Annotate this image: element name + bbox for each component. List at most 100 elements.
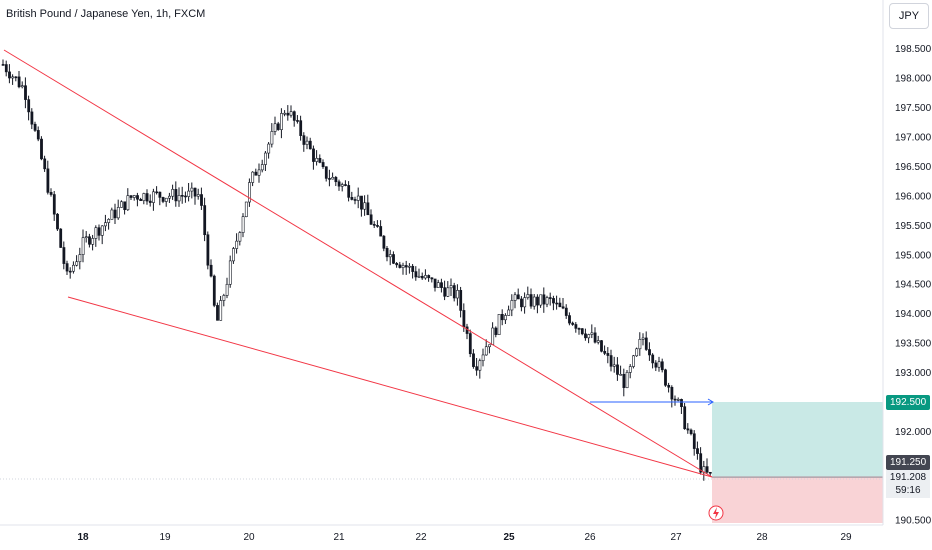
candle — [180, 186, 184, 204]
candle — [353, 196, 357, 205]
candle — [331, 172, 335, 180]
upper-trendline[interactable] — [3, 49, 713, 478]
candle — [308, 137, 312, 150]
candle — [4, 60, 8, 77]
x-tick-label: 25 — [503, 532, 515, 543]
last-price-value: 191.208 — [889, 472, 927, 483]
y-tick-label: 192.000 — [895, 427, 932, 438]
x-tick-label: 28 — [756, 532, 768, 543]
candle — [184, 191, 187, 203]
candle — [468, 329, 472, 358]
candle — [577, 327, 581, 335]
candle — [152, 188, 155, 211]
lightning-glyph — [713, 507, 719, 519]
candle — [56, 212, 59, 231]
y-tick-label: 190.500 — [895, 515, 932, 526]
candle — [542, 287, 546, 313]
y-tick-label: 197.500 — [895, 103, 932, 114]
candle — [622, 368, 626, 397]
currency-button[interactable]: JPY — [889, 3, 929, 29]
candle — [17, 70, 21, 89]
x-tick-label: 19 — [159, 532, 171, 543]
profit-zone[interactable] — [712, 402, 883, 476]
candle — [113, 203, 117, 225]
candle — [385, 246, 389, 262]
y-tick-label: 198.000 — [895, 73, 932, 84]
candle — [228, 255, 232, 288]
candle — [273, 116, 277, 136]
candle — [449, 278, 453, 297]
candle — [104, 214, 107, 232]
candle — [356, 187, 360, 209]
candle — [30, 108, 34, 130]
candle — [139, 197, 143, 201]
candle — [616, 357, 619, 381]
candle — [84, 231, 88, 243]
y-tick-label: 196.500 — [895, 162, 932, 173]
candle — [398, 261, 402, 269]
candle — [401, 262, 405, 275]
candle — [363, 195, 367, 216]
candle — [456, 284, 459, 306]
candle — [241, 213, 245, 238]
candle — [584, 328, 587, 341]
candle — [49, 188, 53, 197]
candle — [510, 294, 514, 317]
last-price-countdown: 191.208 59:16 — [886, 470, 930, 498]
candle — [36, 126, 40, 142]
candle — [168, 192, 171, 203]
candle — [580, 328, 584, 336]
y-tick-label: 194.500 — [895, 280, 932, 291]
candle — [372, 221, 376, 229]
candle — [414, 266, 418, 281]
candle — [472, 349, 475, 369]
loss-zone[interactable] — [712, 477, 883, 523]
candle — [536, 294, 539, 314]
candle — [648, 342, 651, 361]
candle — [46, 160, 50, 195]
candle — [619, 365, 623, 376]
candle — [555, 295, 559, 310]
candle — [267, 142, 271, 159]
countdown-timer: 59:16 — [895, 485, 921, 496]
candle — [702, 460, 706, 481]
candle — [657, 356, 661, 372]
candle — [107, 218, 111, 230]
candle — [78, 247, 82, 270]
candle — [222, 293, 226, 307]
candle — [248, 178, 251, 207]
candle — [40, 136, 43, 161]
candle — [72, 261, 75, 274]
candle — [171, 184, 175, 200]
candle — [11, 74, 15, 85]
candle — [75, 255, 79, 267]
candle — [334, 175, 338, 187]
candle — [145, 189, 149, 205]
candle — [427, 274, 431, 282]
candle — [206, 231, 210, 270]
candle — [417, 268, 421, 278]
candle — [548, 292, 552, 306]
candle — [344, 180, 347, 187]
candle — [276, 121, 280, 131]
candle — [420, 272, 424, 280]
candle — [209, 259, 213, 278]
candle — [148, 194, 152, 207]
candle — [321, 159, 325, 169]
lower-trendline[interactable] — [67, 296, 713, 478]
y-tick-label: 193.500 — [895, 339, 932, 350]
candle — [158, 191, 162, 206]
candle — [382, 235, 386, 252]
candle — [507, 305, 511, 316]
candle — [475, 357, 479, 376]
y-tick-label: 195.000 — [895, 250, 932, 261]
candle — [705, 458, 709, 474]
candle — [625, 370, 629, 389]
candle — [212, 274, 216, 308]
x-tick-label: 22 — [415, 532, 427, 543]
candle — [24, 77, 27, 109]
candle — [644, 331, 648, 351]
candle — [676, 397, 680, 402]
candle — [270, 123, 274, 148]
